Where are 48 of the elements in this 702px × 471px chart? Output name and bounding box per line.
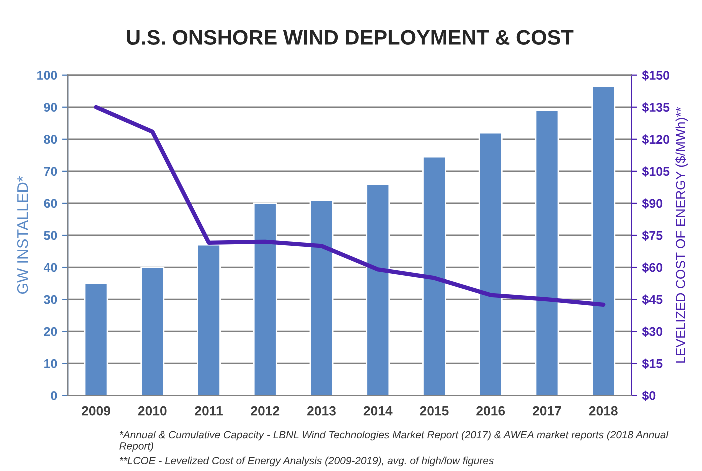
bar	[422, 156, 446, 396]
bar	[197, 244, 221, 396]
y2-tick-label: $30	[642, 326, 663, 338]
y2-tick-label: $60	[642, 262, 663, 273]
bar	[253, 202, 278, 396]
y2-tick-label: $0	[642, 390, 656, 402]
y-tick-label: 10	[44, 359, 58, 368]
y2-tick-label: $45	[642, 294, 663, 306]
y-tick-label: 80	[44, 135, 58, 144]
y-tick-label: 90	[44, 103, 58, 112]
y-tick-label: 20	[44, 327, 58, 336]
y2-tick-label: $105	[642, 166, 670, 177]
text: *Annual & Cumulative Capacity - LBNL Wind Technologies Market Report (2017) & AWEA market reports (2018 Annual Report)	[120, 430, 669, 452]
x-tick-label: 2009	[82, 406, 110, 416]
y2-tick-label: $120	[642, 134, 670, 145]
x-tick-label: 2016	[476, 406, 506, 416]
y-tick-label: 60	[44, 199, 58, 208]
x-tick-label: 2010	[138, 406, 167, 416]
y-tick-label: 40	[44, 263, 58, 272]
y2-tick-label: $75	[642, 230, 663, 241]
x-tick-label: 2015	[420, 406, 449, 416]
bar	[535, 110, 560, 396]
bar	[140, 266, 165, 396]
y-tick-label: 70	[44, 167, 58, 176]
x-tick-label: 2014	[364, 406, 393, 416]
y2-axis-title: LEVELIZED COST OF ENERGY ($/MWh)**	[676, 107, 688, 363]
x-tick-label: 2011	[195, 406, 223, 416]
y2-tick-label: $150	[642, 70, 670, 81]
chart-title: U.S. ONSHORE WIND DEPLOYMENT & COST	[127, 30, 574, 46]
y-tick-label: 0	[51, 391, 58, 400]
y2-tick-label: $90	[642, 198, 663, 209]
bar	[310, 200, 334, 396]
line-series	[94, 105, 606, 307]
y-tick-label: 30	[44, 295, 58, 304]
x-tick-label: 2018	[589, 406, 618, 416]
bar	[84, 282, 108, 396]
x-tick-label: 2012	[251, 406, 280, 416]
x-tick-label: 2017	[533, 406, 562, 416]
y2-tick-label: $135	[642, 102, 670, 113]
bar	[592, 86, 616, 396]
y-axis-title: GW INSTALLED*	[17, 176, 28, 294]
x-tick-label: 2013	[308, 406, 336, 416]
y-tick-label: 50	[44, 231, 58, 240]
bar	[366, 184, 390, 396]
y2-tick-label: $15	[642, 358, 663, 370]
bar	[478, 132, 503, 396]
text: **LCOE - Levelized Cost of Energy Analysis (2009-2019), avg. of high/low figures	[120, 456, 494, 467]
y-tick-label: 100	[38, 71, 58, 80]
